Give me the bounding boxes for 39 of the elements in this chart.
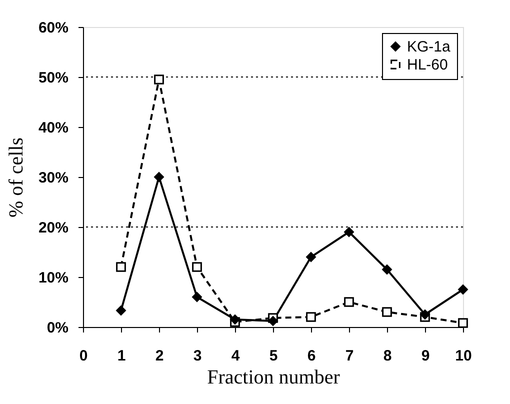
x-tick-label: 7 [345, 348, 354, 364]
y-tick-label: 20% [38, 220, 68, 236]
point [382, 264, 392, 274]
point [230, 314, 240, 324]
point [458, 318, 468, 328]
y-tick-label: 0% [46, 320, 68, 336]
point [154, 74, 164, 84]
point [116, 306, 126, 316]
x-tick-label: 6 [307, 348, 316, 364]
y-tick-label: 50% [38, 70, 68, 86]
x-tick-label: 8 [383, 348, 392, 364]
point [192, 292, 202, 302]
y-tick-label: 40% [38, 120, 68, 136]
point [382, 307, 392, 317]
point [268, 316, 278, 326]
y-tick-label: 10% [38, 270, 68, 286]
point [192, 262, 202, 272]
x-tick-label: 1 [117, 348, 126, 364]
point [116, 262, 126, 272]
x-tick-label: 10 [455, 348, 472, 364]
point [344, 297, 354, 307]
point [344, 227, 354, 237]
point [420, 310, 430, 320]
x-tick-label: 4 [231, 348, 240, 364]
point [306, 252, 316, 262]
x-tick-label: 5 [269, 348, 278, 364]
y-axis-title: % of cells [5, 137, 28, 218]
legend-label: KG-1a [407, 38, 452, 56]
point [458, 284, 468, 294]
x-tick-label: 2 [155, 348, 164, 364]
y-tick-label: 30% [38, 170, 68, 186]
legend-label: HL-60 [407, 56, 448, 74]
x-tick-label: 9 [421, 348, 430, 364]
y-tick-label: 60% [38, 20, 68, 36]
point [306, 312, 316, 322]
point [154, 172, 164, 182]
x-tick-label: 0 [79, 348, 88, 364]
x-axis-title: Fraction number [207, 366, 340, 388]
x-tick-label: 3 [193, 348, 202, 364]
